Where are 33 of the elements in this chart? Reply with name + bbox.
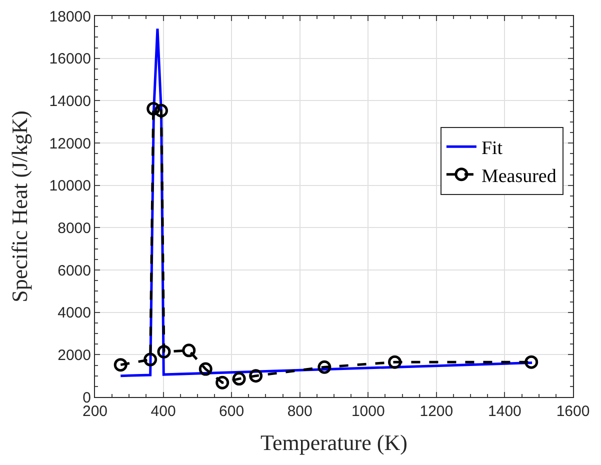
legend-label: Fit [481, 138, 504, 160]
point [146, 102, 160, 116]
y-tick-label: 2000 [58, 346, 91, 364]
x-tick-label: 400 [150, 403, 176, 420]
point [216, 376, 230, 390]
point [524, 355, 538, 369]
y-tick-label: 18000 [49, 8, 91, 26]
y-tick-label: 16000 [49, 50, 91, 68]
point [144, 352, 158, 366]
y-tick-label: 8000 [58, 220, 91, 237]
y-tick-label: 10000 [49, 178, 91, 195]
x-tick-label: 1400 [488, 403, 522, 420]
point [114, 358, 128, 372]
y-tick-label: 12000 [49, 135, 91, 152]
y-tick-label: 14000 [49, 92, 91, 110]
point [182, 344, 196, 358]
x-tick-label: 1000 [351, 403, 385, 420]
point [198, 362, 212, 376]
point [157, 344, 171, 358]
x-tick-label: 600 [219, 403, 244, 420]
y-tick-label: 4000 [58, 304, 91, 322]
x-tick-label: 800 [287, 403, 312, 420]
x-tick-label: 1600 [556, 403, 590, 420]
point [249, 369, 263, 383]
x-axis-title: Temperature (K) [260, 430, 408, 455]
y-axis-title: Specific Heat (J/kgK) [7, 110, 32, 302]
y-tick-label: 6000 [58, 262, 91, 280]
point [232, 372, 246, 386]
legend-label: Measured [481, 166, 557, 187]
x-tick-label: 1200 [420, 403, 454, 420]
point [154, 104, 168, 118]
point [318, 360, 332, 374]
point [388, 355, 402, 369]
